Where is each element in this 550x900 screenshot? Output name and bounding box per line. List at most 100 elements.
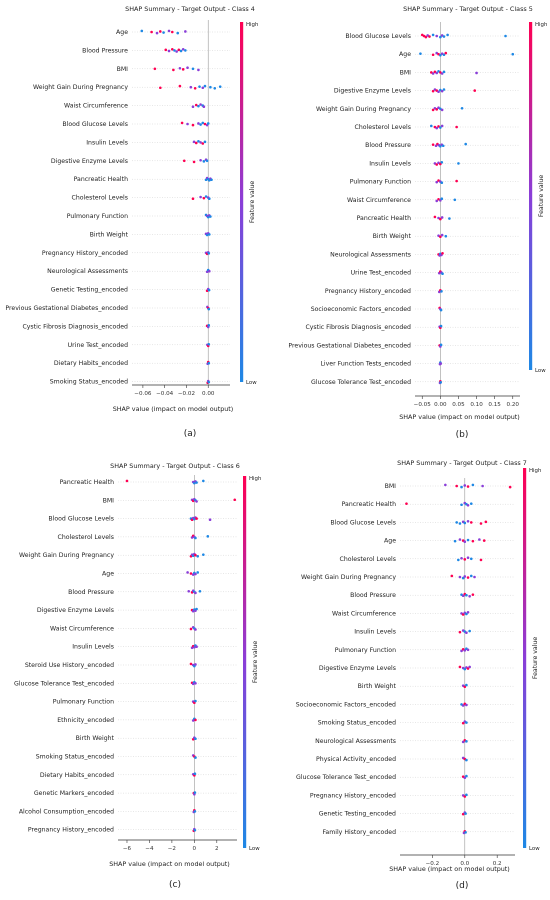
shap-point bbox=[186, 66, 189, 69]
feature-label: Waist Circumference bbox=[332, 610, 396, 617]
shap-point bbox=[194, 141, 198, 145]
shap-point bbox=[457, 162, 460, 165]
feature-label: BMI bbox=[400, 69, 412, 76]
x-tick-label: −6 bbox=[123, 846, 132, 852]
shap-point bbox=[202, 160, 206, 163]
shap-point bbox=[194, 103, 198, 107]
shap-point bbox=[463, 575, 467, 578]
x-tick-label: −0.06 bbox=[134, 391, 152, 397]
feature-label: Alcohol Consumption_encoded bbox=[19, 808, 114, 815]
colorbar bbox=[529, 22, 533, 370]
feature-label: Insulin Levels bbox=[369, 160, 411, 167]
shap-point bbox=[193, 828, 197, 832]
feature-label: Blood Pressure bbox=[365, 142, 411, 149]
shap-point bbox=[210, 178, 213, 182]
shap-point bbox=[208, 197, 211, 200]
feature-label: Pregnancy History_encoded bbox=[28, 827, 114, 834]
feature-label: Pancreatic Health bbox=[74, 176, 128, 183]
shap-point bbox=[431, 72, 435, 75]
feature-label: Age bbox=[102, 571, 114, 578]
feature-label: Family History_encoded bbox=[322, 829, 396, 836]
shap-point bbox=[203, 84, 207, 88]
feature-label: Insulin Levels bbox=[86, 139, 128, 146]
shap-panel-3: SHAP Summary - Target Output - Class 6 Pa… bbox=[14, 462, 261, 890]
shap-point bbox=[193, 791, 197, 794]
shap-point bbox=[207, 380, 211, 384]
shap-point bbox=[204, 195, 208, 198]
feature-label: Smoking Status_encoded bbox=[50, 379, 128, 386]
shap-point bbox=[465, 703, 468, 707]
shap-point bbox=[466, 667, 470, 670]
feature-label: Previous Gestational Diabetes_encoded bbox=[288, 342, 411, 349]
shap-point bbox=[203, 140, 207, 144]
feature-label: Blood Glucose Levels bbox=[62, 121, 128, 128]
x-tick-label: 0.2 bbox=[493, 861, 502, 867]
x-tick-label: −0.2 bbox=[426, 861, 440, 867]
shap-point bbox=[186, 122, 189, 126]
chart-title: SHAP Summary - Target Output - Class 7 bbox=[397, 459, 527, 467]
shap-point bbox=[439, 235, 442, 239]
shap-point bbox=[202, 553, 205, 556]
shap-point bbox=[465, 721, 468, 724]
x-tick-label: 0.15 bbox=[488, 402, 501, 408]
panel-caption: (c) bbox=[169, 880, 181, 890]
shap-point bbox=[511, 52, 515, 56]
shap-point bbox=[439, 343, 443, 347]
shap-point bbox=[508, 485, 512, 489]
feature-label: Pulmonary Function bbox=[67, 213, 128, 220]
shap-point bbox=[439, 324, 443, 328]
shap-point bbox=[201, 121, 205, 125]
shap-point bbox=[159, 30, 162, 33]
shap-point bbox=[194, 663, 197, 666]
shap-point bbox=[444, 234, 448, 238]
shap-point bbox=[439, 126, 442, 129]
shap-point bbox=[461, 721, 465, 725]
feature-label: Glucose Tolerance Test_encoded bbox=[296, 774, 396, 781]
panel-caption: (d) bbox=[456, 881, 469, 891]
shap-point bbox=[455, 125, 458, 129]
panel-caption: (b) bbox=[456, 430, 469, 440]
feature-label: Waist Circumference bbox=[50, 625, 114, 632]
x-tick-label: 0.05 bbox=[452, 402, 465, 408]
shap-point bbox=[465, 740, 468, 743]
shap-point bbox=[435, 126, 439, 130]
shap-point bbox=[197, 122, 200, 125]
shap-point bbox=[197, 104, 200, 108]
shap-point bbox=[463, 521, 467, 525]
shap-point bbox=[191, 197, 195, 200]
shap-point bbox=[435, 199, 439, 203]
shap-point bbox=[439, 35, 442, 39]
shap-point bbox=[461, 740, 465, 744]
shap-point bbox=[209, 85, 212, 89]
shap-point bbox=[458, 522, 462, 525]
x-tick-label: 0.10 bbox=[470, 402, 483, 408]
colorbar-low-label: Low bbox=[535, 368, 546, 374]
feature-label: Waist Circumference bbox=[64, 103, 128, 110]
x-tick-label: 0.00 bbox=[434, 402, 447, 408]
shap-point bbox=[479, 522, 483, 525]
shap-point bbox=[464, 831, 467, 834]
feature-label: Neurological Assessments bbox=[47, 268, 128, 275]
shap-point bbox=[431, 53, 435, 57]
shap-point bbox=[189, 627, 193, 631]
x-tick-label: 0.20 bbox=[507, 402, 520, 408]
feature-label: Cholesterol Levels bbox=[355, 124, 411, 131]
shap-point bbox=[207, 252, 211, 255]
feature-label: Previous Gestational Diabetes_encoded bbox=[5, 305, 128, 312]
shap-point bbox=[463, 795, 467, 798]
shap-point bbox=[466, 520, 470, 523]
shap-point bbox=[440, 161, 444, 164]
shap-point bbox=[440, 89, 444, 93]
shap-point bbox=[457, 558, 460, 562]
feature-label: Dietary Habits_encoded bbox=[54, 360, 128, 367]
shap-point bbox=[194, 737, 197, 741]
colorbar-low-label: Low bbox=[249, 846, 260, 852]
shap-point bbox=[159, 86, 162, 90]
shap-point bbox=[442, 35, 446, 38]
shap-point bbox=[440, 181, 444, 184]
shap-point bbox=[186, 571, 189, 574]
shap-point bbox=[194, 572, 197, 576]
shap-point bbox=[189, 85, 193, 89]
shap-point bbox=[463, 558, 467, 561]
